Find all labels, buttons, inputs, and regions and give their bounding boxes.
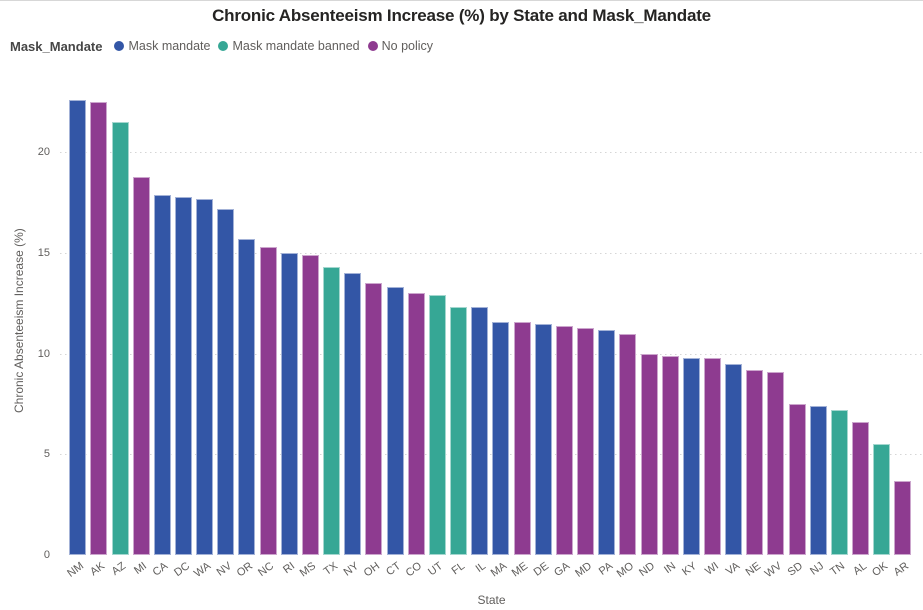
bar-CT[interactable] [386,287,404,555]
legend-item-no-policy[interactable]: No policy [367,39,434,53]
legend-title: Mask_Mandate [10,38,103,54]
bar-AZ[interactable] [111,122,129,555]
y-tick-5: 5 [43,448,50,461]
gridline-10 [60,353,923,355]
bar-NM[interactable] [69,100,87,555]
bar-MA[interactable] [492,321,510,555]
bar-CO[interactable] [407,293,425,555]
legend-items: Mask mandate Mask mandate banned No policy [114,39,441,53]
bar-FL[interactable] [450,307,468,555]
legend-label: Mask mandate banned [232,39,360,53]
bar-NC[interactable] [259,247,277,555]
x-axis-title: State [477,593,506,607]
legend-dot [114,41,125,51]
legend-dot [218,41,229,51]
bar-DC[interactable] [175,196,192,555]
bar-NE[interactable] [746,369,764,555]
bar-VA[interactable] [725,363,743,555]
gridline-20 [60,152,923,154]
bar-DE[interactable] [534,323,552,555]
gridline-15 [60,253,923,255]
bar-MS[interactable] [301,255,319,555]
y-tick-0: 0 [43,549,50,561]
bar-CA[interactable] [153,194,171,555]
bar-OK[interactable] [873,444,891,555]
legend-dot [367,41,378,51]
bar-OH[interactable] [365,283,383,555]
bar-NV[interactable] [217,208,235,555]
bar-MO[interactable] [619,333,637,555]
bar-IL[interactable] [471,307,489,555]
legend-item-mask-mandate[interactable]: Mask mandate [114,39,210,53]
bar-OR[interactable] [238,238,256,555]
bar-AR[interactable] [894,480,912,555]
bar-KY[interactable] [682,357,700,555]
y-tick-10: 10 [37,347,50,360]
bar-SD[interactable] [788,404,806,555]
plot-area: NM AK AZ MI CA DC WA NV OR NC RI MS TX NY OH CT CO UT FL IL… [60,86,923,580]
bar-UT[interactable] [428,295,446,555]
bar-ME[interactable] [513,321,531,555]
bar-WI[interactable] [704,357,721,555]
bar-TX[interactable] [323,267,341,555]
bar-NY[interactable] [344,273,362,555]
bar-AK[interactable] [90,102,108,555]
y-tick-20: 20 [37,146,50,159]
bar-GA[interactable] [555,325,573,555]
bar-WA[interactable] [196,198,214,555]
legend-label: No policy [381,39,434,53]
bar-WV[interactable] [767,371,785,555]
legend-item-mask-mandate-banned[interactable]: Mask mandate banned [218,39,360,53]
y-tick-15: 15 [37,247,50,260]
bar-TN[interactable] [830,410,848,555]
bar-MD[interactable] [577,327,595,555]
bar-IN[interactable] [661,355,679,555]
bar-MI[interactable] [132,176,150,555]
legend: Mask_Mandate Mask mandate Mask mandate ba… [10,37,441,55]
legend-label: Mask mandate [128,39,211,53]
chart-title: Chronic Absenteeism Increase (%) by Stat… [212,6,711,25]
gridline-5 [60,454,923,456]
bar-PA[interactable] [598,329,616,555]
bar-ND[interactable] [640,353,658,555]
bar-AL[interactable] [852,422,870,555]
bar-NJ[interactable] [809,406,827,555]
bar-RI[interactable] [280,253,298,555]
